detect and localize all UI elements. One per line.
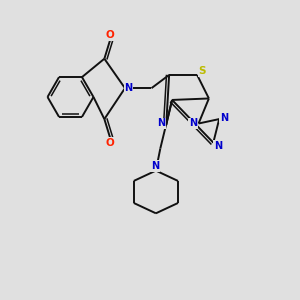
Text: N: N xyxy=(124,83,133,93)
Text: S: S xyxy=(198,66,206,76)
Text: O: O xyxy=(106,30,115,40)
Text: O: O xyxy=(106,138,115,148)
Text: N: N xyxy=(151,161,159,171)
Text: N: N xyxy=(189,118,197,128)
Text: N: N xyxy=(214,141,222,151)
Text: N: N xyxy=(220,112,228,123)
Text: N: N xyxy=(157,118,165,128)
